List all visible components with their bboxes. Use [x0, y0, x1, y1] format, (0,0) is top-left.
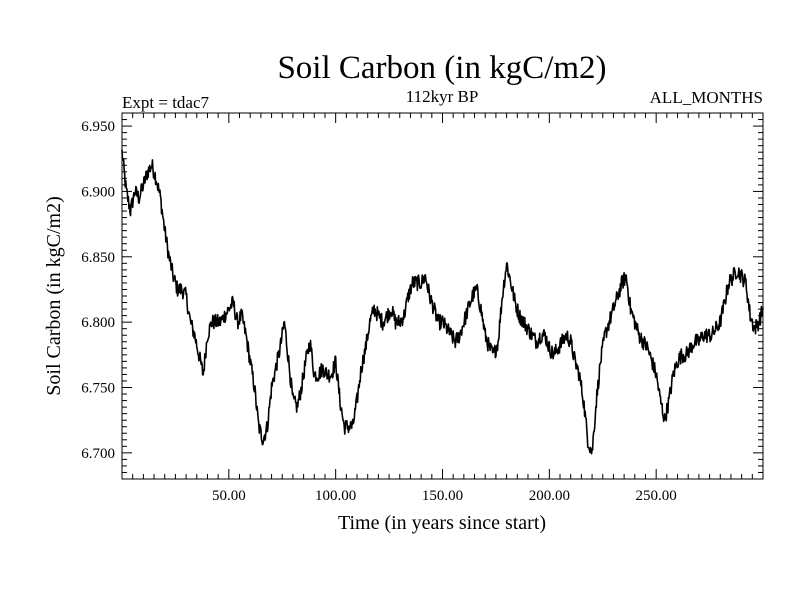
y-tick-label: 6.900 — [81, 184, 115, 200]
y-tick-label: 6.850 — [81, 250, 115, 266]
x-tick-label: 100.00 — [315, 488, 356, 504]
series-group — [121, 149, 764, 455]
chart-title: Soil Carbon (in kgC/m2) — [277, 50, 606, 86]
experiment-label: Expt = tdac7 — [122, 93, 210, 112]
y-tick-label: 6.800 — [81, 315, 115, 331]
x-tick-label: 250.00 — [636, 488, 677, 504]
plot-frame — [121, 112, 764, 480]
x-axis-ticks: 50.00 100.00 150.00 200.00 250.00 — [132, 113, 753, 504]
x-tick-label: 50.00 — [212, 488, 246, 504]
y-tick-label: 6.950 — [81, 119, 115, 135]
x-axis-label: Time (in years since start) — [338, 512, 546, 534]
y-tick-label: 6.700 — [81, 446, 115, 462]
period-subtitle: 112kyr BP — [406, 87, 479, 106]
x-tick-label: 150.00 — [422, 488, 463, 504]
months-label: ALL_MONTHS — [650, 88, 763, 107]
y-axis-label: Soil Carbon (in kgC/m2) — [43, 196, 65, 395]
y-axis-ticks: 6.700 6.750 6.800 6.850 6.900 6.950 — [81, 112, 763, 473]
y-tick-label: 6.750 — [81, 381, 115, 397]
series-line-soil-carbon — [121, 149, 764, 455]
x-tick-label: 200.00 — [529, 488, 570, 504]
